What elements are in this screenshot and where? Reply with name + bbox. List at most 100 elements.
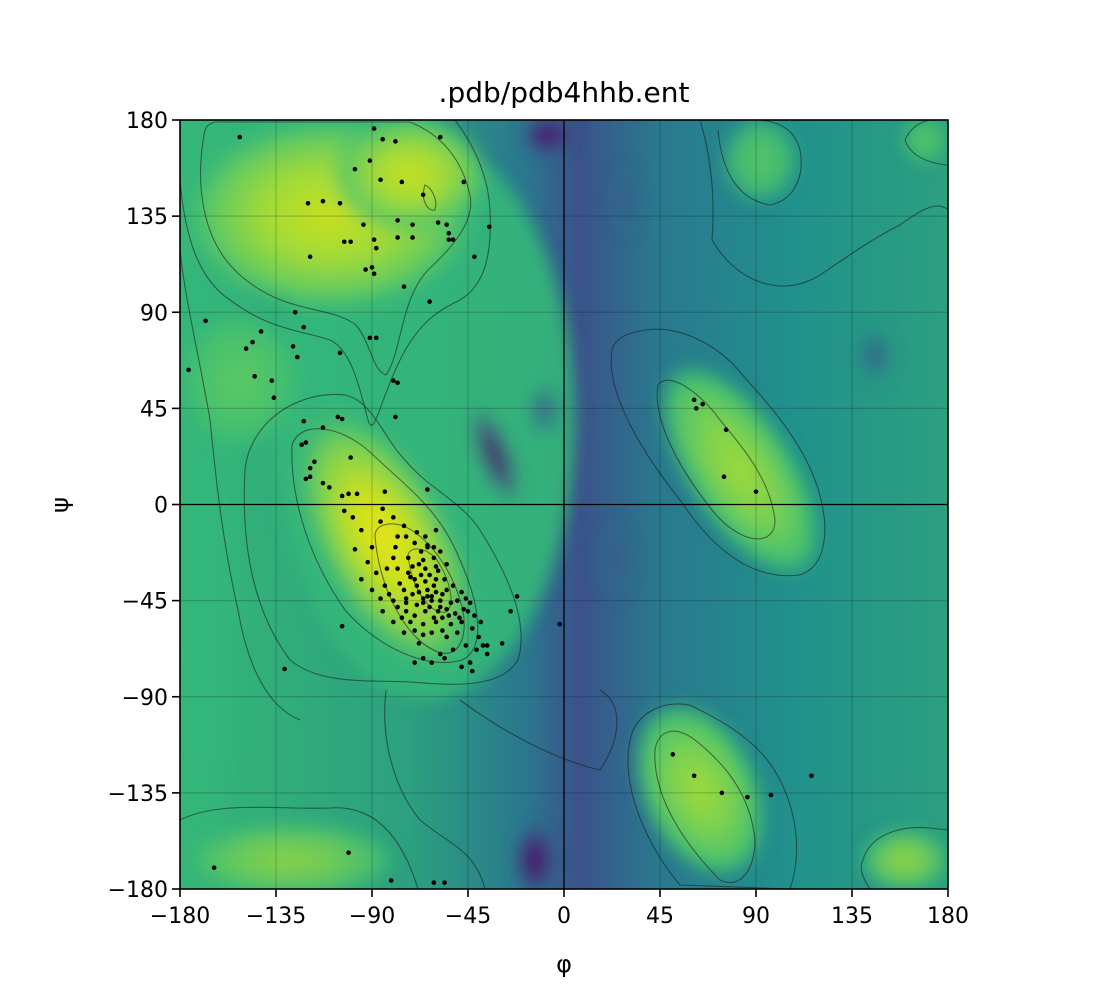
y-tick-label-5: 45 [140,397,168,422]
data-point-131 [418,572,424,578]
data-point-57 [303,440,309,445]
data-point-193 [399,615,405,621]
data-point-21 [446,237,452,242]
data-point-125 [420,656,426,661]
data-point-81 [391,555,396,561]
data-point-60 [307,465,313,471]
data-point-82 [412,540,417,546]
data-point-168 [425,594,430,599]
data-point-12 [320,198,326,204]
data-point-91 [455,598,460,603]
data-point-154 [395,604,400,610]
data-point-6 [461,179,467,185]
data-point-216 [431,880,437,885]
data-point-43 [269,378,275,383]
data-point-62 [303,476,309,482]
x-tick-label-2: −90 [349,904,395,929]
data-point-59 [299,442,304,447]
data-point-89 [433,576,439,582]
data-point-47 [252,374,257,379]
data-point-27 [348,239,353,245]
data-point-29 [369,265,375,270]
data-point-78 [401,523,407,529]
data-point-171 [429,594,435,599]
data-point-191 [408,574,413,580]
data-point-53 [301,418,307,424]
data-point-55 [339,416,345,422]
data-point-85 [437,549,443,554]
data-point-56 [320,425,326,430]
data-point-64 [312,459,317,465]
data-point-166 [427,572,432,578]
x-tick-label-4: 0 [557,904,571,929]
scatter-points [186,126,814,885]
data-point-25 [341,239,347,245]
data-point-86 [444,562,449,567]
data-point-94 [391,598,396,603]
data-point-180 [474,647,479,653]
y-axis-label: ψ [46,497,74,513]
data-point-24 [361,222,366,227]
x-tick-label-1: −135 [246,904,306,929]
data-point-140 [405,570,411,576]
data-point-116 [446,613,452,618]
data-point-48 [337,350,343,356]
x-axis-label: φ [556,950,572,978]
data-point-74 [380,506,385,512]
data-point-117 [459,619,464,625]
data-point-207 [670,752,676,757]
zero-lines [180,120,948,889]
data-point-138 [403,600,409,606]
data-point-147 [463,596,469,601]
data-point-123 [450,647,456,653]
data-point-32 [401,284,407,289]
data-point-75 [382,489,388,494]
data-point-151 [420,621,426,627]
data-point-26 [307,254,313,260]
data-point-7 [399,179,405,185]
x-tick-label-5: 45 [646,904,674,929]
data-point-167 [416,589,422,595]
data-point-68 [346,491,351,497]
data-point-109 [382,583,388,588]
data-point-143 [435,568,441,574]
data-point-0 [237,134,243,140]
data-point-106 [359,576,364,582]
data-point-100 [444,634,449,640]
y-tick-label-2: −90 [122,686,168,711]
data-point-42 [290,344,296,349]
y-tick-label-6: 90 [140,301,168,326]
data-point-186 [514,594,520,599]
y-tick-label-0: −180 [108,878,168,903]
data-point-73 [352,547,358,552]
data-point-112 [416,562,422,567]
data-point-23 [371,237,377,242]
x-tick-label-3: −45 [445,904,491,929]
data-point-49 [367,335,373,341]
data-point-35 [427,299,432,304]
data-point-156 [378,596,383,601]
data-point-133 [420,596,426,601]
data-point-84 [433,527,439,533]
data-point-162 [431,555,437,561]
x-axis: −180 −135 −90 −45 0 45 90 135 180 [150,889,969,929]
data-point-189 [431,544,437,550]
data-point-71 [350,515,356,520]
y-tick-label-4: 0 [154,494,168,519]
data-point-87 [423,566,428,571]
data-point-121 [484,651,490,657]
data-point-159 [403,534,409,539]
data-point-110 [395,566,400,571]
data-point-199 [282,666,287,672]
data-point-185 [508,609,513,614]
data-point-144 [442,576,447,582]
data-point-124 [437,651,443,657]
data-point-50 [373,335,379,341]
data-point-30 [363,267,368,272]
data-point-101 [429,630,435,635]
data-point-34 [487,224,492,230]
data-point-205 [721,474,727,480]
data-point-187 [557,621,563,627]
data-point-213 [211,865,217,870]
data-point-129 [442,656,447,661]
